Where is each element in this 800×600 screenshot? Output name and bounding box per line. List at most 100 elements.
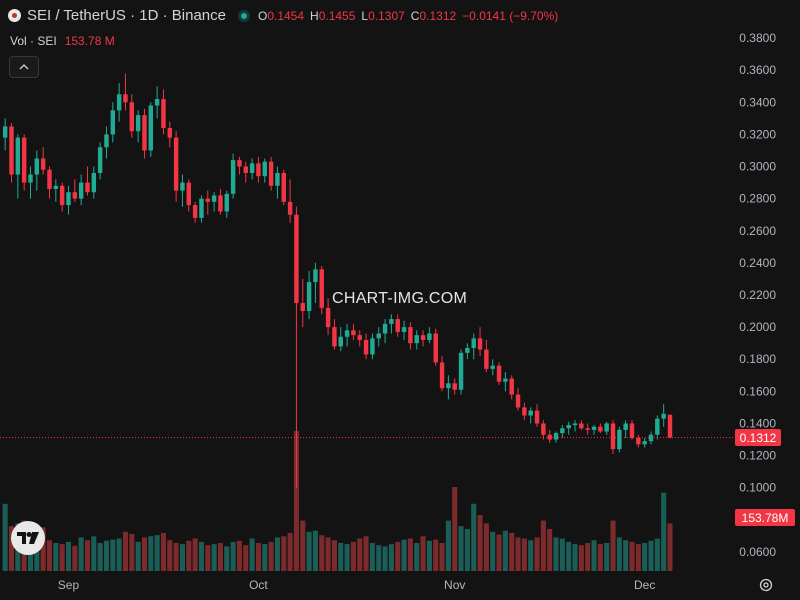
volume-bar — [141, 537, 147, 571]
volume-bar — [559, 538, 565, 571]
candle-body — [439, 362, 445, 389]
volume-bar — [40, 527, 46, 571]
candle-body — [224, 193, 229, 212]
candle-body — [110, 110, 116, 135]
low-label: L — [361, 8, 369, 23]
watermark: CHART-IMG.COM — [332, 290, 468, 307]
volume-bar — [160, 532, 166, 571]
candle-body — [211, 195, 217, 202]
volume-bar — [2, 503, 8, 571]
candle-body — [59, 185, 65, 206]
candle-body — [623, 423, 628, 430]
volume-bar — [426, 540, 432, 571]
candle-body — [566, 425, 571, 429]
volume-bar — [540, 520, 546, 571]
candle-body — [275, 172, 280, 186]
volume-bar — [268, 541, 274, 571]
market-status-icon[interactable] — [237, 9, 250, 22]
candle-body — [294, 214, 299, 304]
candle-body — [91, 172, 97, 193]
volume-bar — [623, 540, 629, 571]
volume-bar — [547, 529, 553, 571]
candle-body — [2, 126, 8, 138]
candle-body — [363, 339, 369, 355]
candle-body — [97, 147, 103, 173]
candle-body — [427, 333, 432, 340]
volume-bar — [483, 523, 489, 571]
candle-body — [218, 195, 223, 212]
volume-bar — [439, 543, 445, 571]
volume-bar — [331, 540, 337, 571]
candle-body — [243, 166, 248, 173]
volume-bar — [534, 537, 540, 571]
candle-body — [319, 269, 324, 308]
candle-body — [313, 269, 318, 283]
volume-bar — [667, 523, 673, 571]
volume-bar — [179, 544, 185, 571]
volume-bar — [154, 535, 160, 571]
volume-legend: Vol · SEI 153.78 M — [10, 34, 115, 48]
last-price-tag: 0.1312 — [735, 429, 781, 447]
candle-body — [306, 282, 312, 312]
volume-label[interactable]: Vol · SEI — [10, 34, 57, 48]
volume-bar — [186, 540, 192, 571]
price-axis[interactable]: 0.06000.08000.10000.12000.14000.16000.18… — [739, 31, 776, 559]
volume-bar — [578, 545, 584, 571]
volume-bar — [319, 535, 325, 571]
candle-body — [66, 192, 71, 206]
volume-bar — [198, 541, 204, 571]
candle-body — [123, 94, 128, 103]
settings-icon[interactable] — [758, 577, 774, 593]
candle-body — [629, 423, 635, 438]
candle-body — [40, 158, 46, 170]
volume-bar — [129, 534, 135, 571]
collapse-icon — [19, 64, 29, 70]
volume-bar — [243, 545, 249, 571]
candle-body — [85, 182, 90, 193]
candle-body — [370, 338, 375, 355]
candle-body — [154, 99, 160, 106]
candle-body — [338, 336, 343, 347]
candle-body — [47, 169, 52, 190]
volume-bar — [224, 546, 230, 571]
volume-bar — [135, 541, 141, 571]
volume-bar — [572, 544, 578, 571]
candle-body — [344, 330, 350, 337]
volume-bar — [420, 536, 426, 571]
candle-body — [256, 163, 261, 177]
candle-body — [452, 383, 457, 390]
candle-body — [667, 414, 673, 438]
candle-body — [484, 349, 489, 369]
candle-body — [300, 303, 305, 312]
volume-bar — [591, 540, 597, 571]
volume-bar — [192, 538, 198, 571]
volume-bar — [648, 540, 654, 571]
time-axis[interactable]: Sep Oct Nov Dec — [58, 578, 656, 592]
price-tick-label: 0.2800 — [739, 192, 776, 206]
candle-body — [408, 327, 413, 344]
open-label: O — [257, 8, 268, 23]
volume-bar — [654, 538, 660, 571]
candle-body — [28, 174, 33, 183]
volume-bar — [515, 537, 521, 571]
volume-bar — [407, 538, 413, 571]
volume-bar — [287, 532, 293, 571]
collapse-legend-button[interactable] — [9, 56, 39, 78]
candle-body — [287, 201, 293, 215]
candle-body — [186, 182, 192, 206]
candle-body — [249, 163, 255, 173]
candle-body — [420, 335, 426, 340]
volume-bar — [585, 543, 591, 571]
volume-bar — [458, 526, 464, 571]
tradingview-logo-icon[interactable] — [11, 521, 45, 555]
symbol-title[interactable]: SEI / TetherUS · 1D · Binance — [27, 7, 226, 24]
volume-bar — [509, 532, 515, 571]
volume-value: 153.78 M — [64, 34, 115, 48]
candle-body — [262, 161, 267, 177]
change-value: −0.0141 (−9.70%) — [462, 8, 559, 23]
volume-bar — [173, 543, 179, 571]
time-tick-label: Sep — [58, 578, 80, 592]
time-tick-label: Oct — [249, 578, 268, 592]
